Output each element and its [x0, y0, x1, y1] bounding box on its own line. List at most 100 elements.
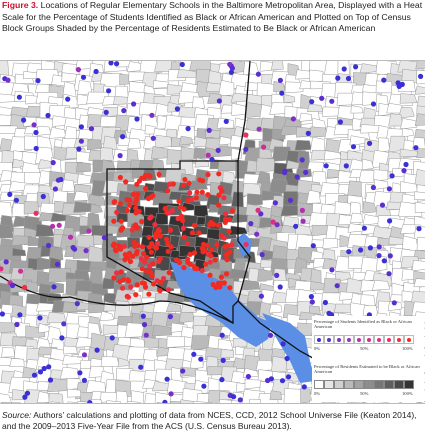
block-group — [0, 322, 17, 333]
school-marker — [227, 285, 233, 291]
school-marker — [117, 279, 123, 285]
map-canvas — [0, 61, 425, 403]
block-group — [255, 360, 274, 372]
block-group — [48, 392, 64, 403]
legend-resident-ticks: 0% 50% 100% — [314, 391, 414, 397]
school-marker — [205, 172, 211, 178]
school-marker — [153, 245, 160, 251]
legend-shade-swatch — [404, 380, 414, 389]
school-marker — [223, 252, 229, 258]
school-marker — [303, 169, 309, 175]
school-marker — [114, 209, 120, 215]
block-group — [101, 159, 116, 174]
school-marker — [207, 272, 213, 278]
school-marker — [389, 173, 395, 179]
block-group — [294, 139, 312, 151]
school-marker — [254, 231, 260, 237]
school-marker — [180, 225, 186, 231]
school-marker — [282, 168, 288, 174]
school-marker — [9, 282, 16, 289]
legend-shade-swatch — [324, 380, 334, 389]
school-marker — [192, 250, 198, 256]
school-marker — [214, 242, 220, 248]
school-marker — [154, 278, 160, 284]
block-group — [322, 237, 339, 250]
school-marker — [177, 204, 184, 210]
legend-dot-swatch — [364, 335, 374, 344]
block-group — [126, 400, 141, 403]
school-marker — [35, 78, 41, 84]
block-group — [414, 201, 425, 214]
school-marker — [120, 285, 126, 291]
school-marker — [161, 275, 167, 282]
block-group — [155, 134, 173, 149]
school-marker — [111, 275, 117, 281]
school-marker — [294, 174, 300, 180]
school-marker — [223, 118, 229, 124]
school-marker — [121, 243, 127, 249]
block-group — [416, 237, 425, 251]
school-marker — [7, 191, 13, 197]
block-group — [0, 402, 21, 403]
school-marker — [139, 175, 145, 181]
school-marker — [237, 397, 243, 403]
school-marker — [280, 341, 286, 347]
school-marker — [81, 352, 88, 358]
block-group — [269, 390, 283, 401]
school-marker — [180, 368, 186, 374]
block-group — [102, 135, 118, 151]
school-marker — [138, 256, 144, 262]
block-group — [306, 104, 324, 112]
school-marker — [165, 188, 171, 194]
tick-50: 50% — [360, 391, 369, 396]
school-marker — [287, 197, 294, 203]
school-marker — [142, 284, 149, 290]
block-group — [48, 246, 64, 261]
block-group — [284, 81, 304, 94]
block-group — [0, 393, 12, 403]
school-marker — [165, 241, 171, 247]
school-marker — [221, 195, 227, 201]
school-marker — [290, 116, 296, 122]
block-group — [270, 205, 283, 219]
figure-label: Figure 3. — [2, 0, 39, 10]
school-marker — [16, 94, 22, 100]
school-marker — [418, 73, 424, 79]
school-marker — [113, 248, 119, 254]
school-marker — [391, 300, 397, 306]
block-group — [61, 179, 76, 193]
school-marker — [229, 208, 235, 214]
school-marker — [215, 147, 221, 153]
block-group — [192, 96, 205, 111]
block-group — [152, 80, 169, 89]
school-marker — [94, 347, 100, 353]
school-marker — [162, 399, 168, 403]
block-group — [51, 401, 62, 403]
school-marker — [21, 117, 27, 123]
school-marker — [31, 372, 38, 378]
school-marker — [146, 234, 152, 240]
school-marker — [224, 257, 230, 263]
map-panel — [0, 60, 425, 404]
school-marker — [346, 249, 352, 255]
school-marker — [255, 207, 261, 213]
school-marker — [13, 197, 19, 203]
school-marker — [114, 270, 120, 276]
school-marker — [197, 177, 203, 183]
block-group — [360, 256, 381, 275]
school-marker — [78, 138, 84, 144]
school-marker — [125, 278, 132, 284]
school-marker — [135, 191, 141, 197]
source-label: Source: — [2, 410, 32, 420]
school-marker — [219, 377, 225, 383]
school-marker — [199, 189, 205, 195]
legend-dot-swatch — [394, 335, 404, 344]
school-marker — [81, 377, 87, 383]
school-marker — [116, 243, 122, 249]
legend-shade-swatch — [354, 380, 364, 389]
legend-dot-swatch — [354, 335, 364, 344]
block-group — [194, 157, 210, 168]
school-marker — [186, 180, 192, 186]
school-marker — [134, 248, 140, 254]
school-marker — [381, 77, 387, 83]
